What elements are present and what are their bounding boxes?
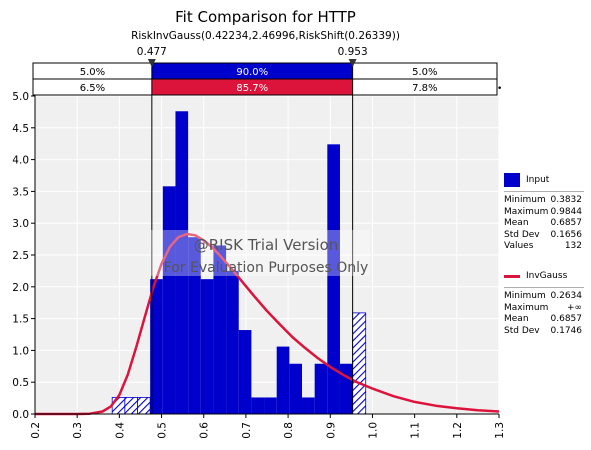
band-fit-left-label: 6.5%	[80, 83, 105, 94]
histogram-bar	[111, 397, 126, 415]
y-tick-label: 0.5	[12, 377, 29, 389]
y-tick-label: 3.0	[12, 218, 29, 230]
histogram-bar	[150, 279, 163, 414]
x-tick-label: 0.2	[30, 422, 42, 439]
fit-curve-line	[35, 232, 500, 416]
y-tick-label: 4.5	[12, 123, 29, 135]
y-axis: 0.0 0.5 1.0 1.5 2.0 2.5 3.0 3.5 4.0 4.5 5.0	[12, 88, 36, 421]
stat-row: Std Dev 0.1656	[504, 229, 582, 240]
stat-row: Minimum 0.2634	[504, 291, 582, 301]
band-fit-middle	[151, 79, 353, 95]
fit-curve-group	[35, 232, 500, 416]
y-tick-label: 2.5	[12, 250, 29, 262]
legend-input-stats: Minimum 0.3832 Maximum 0.9844 Mean 0.6857 S…	[504, 195, 582, 253]
y-tick-label: 2.0	[12, 282, 29, 294]
x-tick-label: 0.3	[72, 422, 84, 439]
chart-subtitle: RiskInvGauss(0.42234,2.46996,RiskShift(0…	[131, 30, 400, 42]
percentile-bands: 5.0% 90.0% 5.0% 6.5% 85.7% 7.8% •	[32, 62, 502, 96]
histogram-bar	[327, 144, 340, 414]
x-tick-label: 0.8	[283, 422, 295, 439]
histogram-bar	[264, 397, 277, 414]
stat-row: Values 132	[504, 241, 582, 251]
trial-watermark: @RISK Trial Version For Evaluation Purpo…	[150, 230, 370, 276]
band-input-middle	[151, 63, 353, 79]
histogram-bar	[188, 237, 201, 414]
right-marker-value[interactable]: 0.953	[338, 46, 368, 58]
stat-row: Std Dev 0.1746	[504, 325, 582, 336]
band-fit-right-label: 7.8%	[412, 83, 437, 94]
stat-row: Maximum +∞	[504, 302, 582, 313]
stat-row: Maximum 0.9844	[504, 206, 582, 217]
band-input-middle-label: 90.0%	[236, 67, 268, 78]
x-tick-label: 1.1	[410, 422, 422, 439]
histogram-bar	[124, 397, 138, 415]
stat-row: Minimum 0.3832	[504, 195, 582, 205]
left-marker-handle-icon[interactable]	[147, 59, 156, 67]
legend-separator	[504, 191, 584, 192]
y-tick-label: 3.5	[12, 186, 29, 198]
histogram-bar	[339, 363, 353, 414]
stat-row: Mean 0.6857	[504, 218, 582, 228]
y-tick-label: 0.0	[12, 409, 29, 421]
histogram-bar	[352, 312, 367, 415]
legend-input-label: Input	[526, 175, 550, 185]
histogram-bar	[289, 363, 303, 414]
legend-fit-stats: Minimum 0.2634 Maximum +∞ Mean 0.6857 Std D…	[504, 291, 582, 337]
legend-fit: InvGauss	[504, 268, 567, 284]
stat-row: Mean 0.6857	[504, 314, 582, 324]
watermark-line-1: @RISK Trial Version	[194, 236, 339, 254]
histogram-bar	[213, 245, 227, 414]
band-fit-middle-label: 85.7%	[236, 83, 268, 94]
x-tick-label: 0.9	[325, 422, 337, 439]
histogram-bar	[200, 279, 214, 414]
histogram-bar	[238, 330, 252, 414]
histogram-bar	[175, 111, 189, 414]
x-tick-label: 0.5	[157, 422, 169, 439]
band-input-left-label: 5.0%	[80, 67, 105, 78]
fit-swatch	[504, 274, 520, 278]
x-tick-label: 1.2	[452, 422, 464, 439]
y-tick-label: 4.0	[12, 155, 29, 167]
left-marker-value[interactable]: 0.477	[137, 46, 167, 58]
legend-fit-label: InvGauss	[526, 271, 568, 281]
y-tick-label: 5.0	[12, 91, 29, 103]
legend-separator	[504, 287, 584, 288]
legend-input: Input	[504, 172, 549, 188]
right-marker-handle-icon[interactable]	[348, 59, 357, 67]
x-tick-label: 0.6	[199, 422, 211, 439]
x-tick-label: 0.7	[241, 422, 253, 439]
histogram-bar	[251, 397, 265, 414]
x-axis: 0.2 0.3 0.4 0.5 0.6 0.7 0.8 0.9 1.0 1.1 1.2 1.3	[30, 413, 506, 439]
histogram-bar	[276, 346, 290, 414]
band-scroll-handle-icon[interactable]: •	[497, 84, 502, 94]
input-swatch	[504, 173, 520, 187]
histogram-bar	[162, 186, 176, 414]
histogram-bar	[314, 363, 328, 414]
x-tick-label: 0.4	[114, 422, 126, 439]
histogram-bar	[226, 270, 239, 414]
y-tick-label: 1.5	[12, 314, 29, 326]
x-tick-label: 1.3	[494, 422, 506, 439]
histogram-bar	[137, 397, 151, 415]
y-tick-label: 1.0	[12, 345, 29, 357]
x-tick-label: 1.0	[367, 422, 379, 439]
band-input-right-label: 5.0%	[412, 67, 437, 78]
watermark-line-2: For Evaluation Purposes Only	[164, 260, 369, 276]
chart-title: Fit Comparison for HTTP	[175, 8, 356, 26]
markers: 0.477 0.953	[137, 46, 368, 414]
histogram-bar	[302, 397, 315, 414]
